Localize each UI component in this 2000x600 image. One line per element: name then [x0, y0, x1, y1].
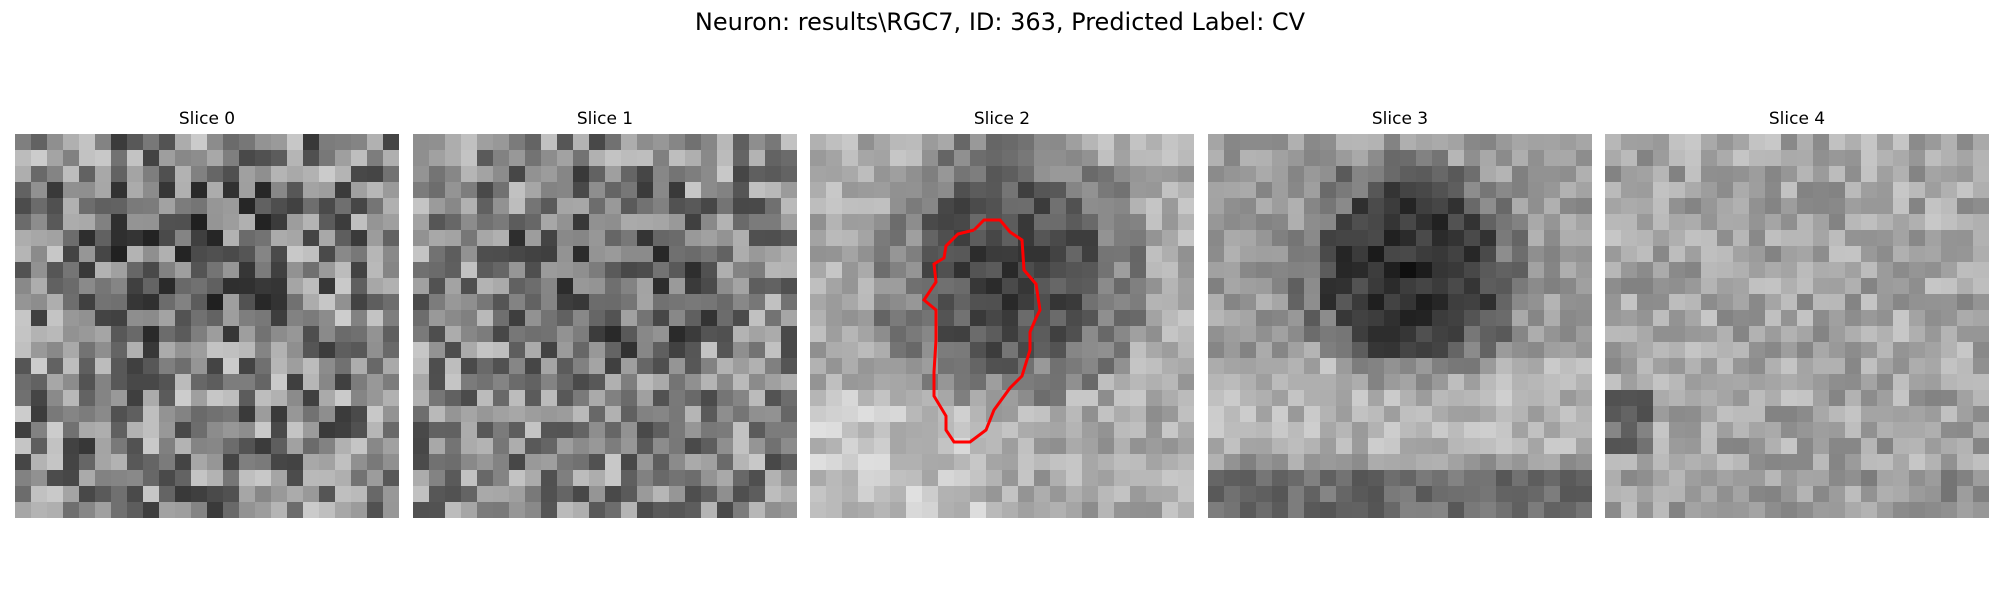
slice-title: Slice 4 [1768, 109, 1826, 129]
slice-panel-2: Slice 2 [810, 108, 1194, 518]
slice-panel-4: Slice 4 [1605, 108, 1989, 518]
slice-image [810, 134, 1194, 518]
slice-image [413, 134, 797, 518]
slice-image [15, 134, 399, 518]
slice-title: Slice 3 [1371, 109, 1429, 129]
slice-image [1605, 134, 1989, 518]
slice-image [1208, 134, 1592, 518]
figure-title: Neuron: results\RGC7, ID: 363, Predicted… [694, 8, 1306, 36]
slice-panel-3: Slice 3 [1208, 108, 1592, 518]
slice-title: Slice 0 [178, 109, 236, 129]
slice-panel-0: Slice 0 [15, 108, 399, 518]
slice-title: Slice 1 [576, 109, 634, 129]
slice-panel-1: Slice 1 [413, 108, 797, 518]
slice-title: Slice 2 [973, 109, 1031, 129]
